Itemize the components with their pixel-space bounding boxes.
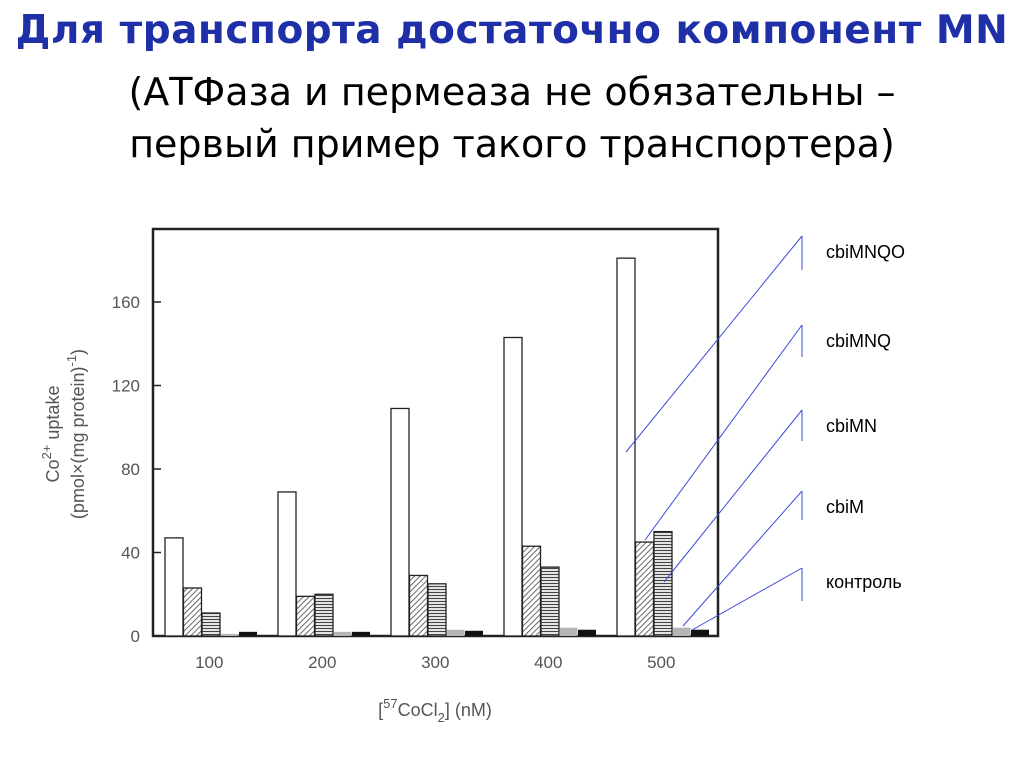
bar-cbiM-400 — [559, 627, 578, 636]
title-line-2: (АТФаза и пермеаза не обязательны – — [128, 70, 896, 114]
title-line-1: Для транспорта достаточно компонент MN — [15, 8, 1009, 53]
bar-cbiMNQO-500 — [616, 257, 636, 637]
bar-cbiMNQO-100 — [164, 537, 184, 637]
legend-leader-line — [691, 567, 803, 631]
bar-cbiMNQ-500 — [634, 541, 655, 637]
bar-cbiMN-300 — [427, 583, 447, 637]
bar-контроль-300 — [465, 630, 483, 636]
x-axis-ticks: 100 200 300 400 500 — [195, 653, 675, 672]
bar-cbiMNQ-200 — [295, 595, 316, 637]
bar-cbiM-500 — [672, 627, 691, 636]
bar-cbiMNQO-300 — [390, 407, 410, 637]
bar-cbiM-200 — [333, 631, 352, 636]
bar-cbiMN-500 — [653, 530, 673, 637]
title-line-3: первый пример такого транспортера) — [129, 122, 895, 166]
bar-cbiMNQO-200 — [277, 491, 297, 637]
y-tick-label: 40 — [121, 544, 140, 563]
x-tick-label: 100 — [195, 653, 223, 672]
bar-cbiMNQ-300 — [408, 574, 429, 637]
x-tick-label: 200 — [308, 653, 336, 672]
legend-label-cbiM: cbiM — [826, 497, 864, 517]
bars-group — [164, 257, 709, 637]
bar-cbiMNQ-400 — [521, 545, 542, 637]
legend-leader-line — [682, 490, 803, 627]
x-tick-label: 500 — [647, 653, 675, 672]
bar-cbiM-300 — [446, 629, 465, 636]
y-axis-label-line1: Co2+ uptake — [39, 386, 63, 483]
legend-label-cbiMNQO: cbiMNQO — [826, 242, 905, 262]
x-tick-label: 300 — [421, 653, 449, 672]
x-axis-label: [57CoCl2] (nM) — [378, 696, 492, 725]
bar-контроль-200 — [352, 631, 370, 636]
x-tick-label: 400 — [534, 653, 562, 672]
legend-label-cbiMNQ: cbiMNQ — [826, 331, 891, 351]
legend-leader-line — [644, 324, 803, 541]
y-axis-label-line2: (pmol×(mg protein)-1) — [64, 349, 88, 519]
legend-label-контроль: контроль — [826, 572, 902, 592]
y-axis-ticks: 0 40 80 120 160 — [112, 293, 161, 646]
legend-label-cbiMN: cbiMN — [826, 416, 877, 436]
bar-cbiMN-400 — [540, 566, 560, 637]
legend-leader-line — [663, 409, 803, 583]
bar-cbiM-100 — [220, 633, 239, 636]
legend-leader-line — [625, 235, 803, 453]
bar-cbiMN-200 — [314, 593, 334, 637]
bar-cbiMNQO-400 — [503, 336, 523, 637]
bar-cbiMNQ-100 — [182, 587, 203, 637]
bar-cbiMN-100 — [201, 612, 221, 637]
bar-контроль-500 — [691, 629, 709, 636]
y-tick-label: 120 — [112, 377, 140, 396]
y-tick-label: 80 — [121, 460, 140, 479]
bar-контроль-400 — [578, 629, 596, 636]
y-tick-label: 0 — [131, 627, 140, 646]
y-tick-label: 160 — [112, 293, 140, 312]
bar-контроль-100 — [239, 631, 257, 636]
legend: cbiMNQO cbiMNQ cbiMN cbiM контроль — [625, 235, 905, 631]
